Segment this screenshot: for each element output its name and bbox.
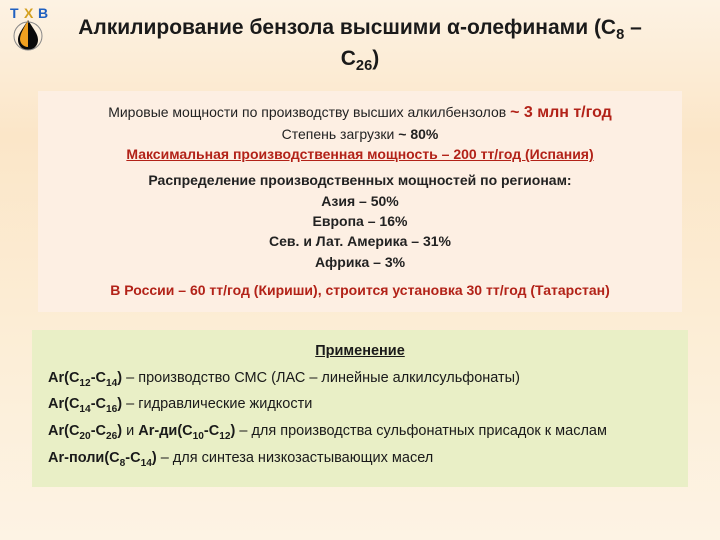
logo-letter-b: В	[38, 5, 48, 21]
dist-america: Сев. и Лат. Америка – 31%	[52, 231, 668, 251]
dist-africa: Африка – 3%	[52, 252, 668, 272]
page-title: Алкилирование бензола высшими α-олефинам…	[0, 0, 720, 81]
application-item-4: Ar-поли(C8-C14) – для синтеза низкозасты…	[48, 447, 672, 472]
world-capacity: Мировые мощности по производству высших …	[52, 101, 668, 124]
application-item-2: Ar(C14-C16) – гидравлические жидкости	[48, 393, 672, 418]
dist-header: Распределение производственных мощностей…	[52, 170, 668, 190]
stats-block: Мировые мощности по производству высших …	[38, 91, 682, 313]
world-capacity-value: ~ 3 млн т/год	[510, 104, 612, 121]
load-degree: Степень загрузки ~ 80%	[52, 124, 668, 144]
logo-letter-t: Т	[10, 5, 19, 21]
logo-letter-x: Х	[24, 5, 34, 21]
max-capacity: Максимальная производственная мощность –…	[52, 144, 668, 164]
application-item-1: Ar(C12-C14) – производство СМС (ЛАС – ли…	[48, 367, 672, 392]
dist-asia: Азия – 50%	[52, 191, 668, 211]
logo: Т Х В	[4, 4, 52, 52]
application-item-3: Ar(C20-C26) и Ar-ди(C10-C12) – для произ…	[48, 420, 672, 445]
dist-europe: Европа – 16%	[52, 211, 668, 231]
application-header: Применение	[48, 340, 672, 362]
russia-line: В России – 60 тт/год (Кириши), строится …	[52, 280, 668, 300]
application-block: Применение Ar(C12-C14) – производство СМ…	[32, 330, 688, 487]
